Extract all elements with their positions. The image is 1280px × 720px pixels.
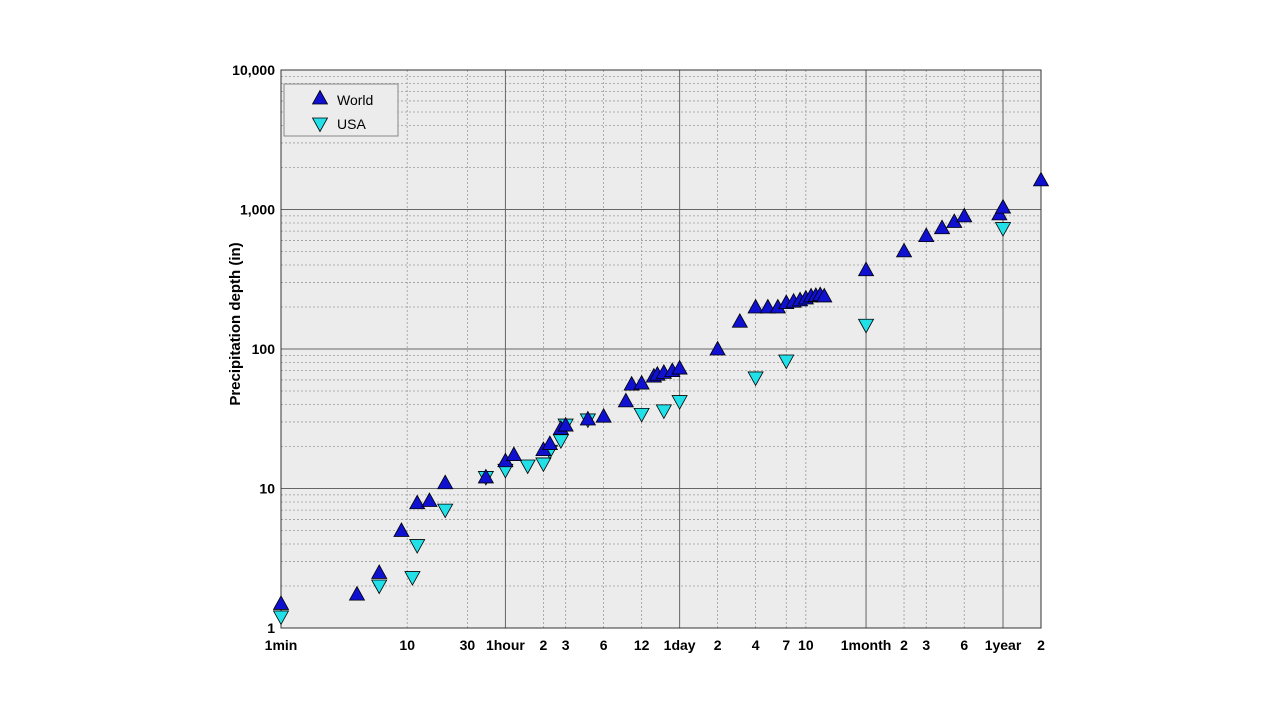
data-point-world bbox=[541, 435, 559, 450]
y-axis-title: Precipitation depth (in) bbox=[227, 242, 244, 405]
y-tick-label: 100 bbox=[252, 341, 276, 357]
data-point-usa bbox=[272, 610, 290, 626]
x-tick-label: 2 bbox=[714, 637, 722, 653]
data-point-world bbox=[956, 207, 973, 223]
data-point-usa bbox=[633, 407, 650, 423]
plot-border bbox=[280, 69, 1042, 629]
legend-usa-label: USA bbox=[337, 116, 366, 132]
x-tick-label: 3 bbox=[922, 637, 930, 653]
x-tick-label: 2 bbox=[900, 637, 908, 653]
x-tick-label: 6 bbox=[960, 637, 968, 653]
data-point-world bbox=[393, 522, 410, 537]
data-point-world bbox=[731, 312, 749, 328]
data-point-world bbox=[933, 219, 951, 235]
legend-box bbox=[283, 83, 399, 137]
data-point-world bbox=[895, 242, 913, 258]
data-point-usa bbox=[552, 434, 570, 450]
data-point-usa bbox=[535, 457, 552, 473]
data-point-world bbox=[759, 298, 777, 314]
legend-world-label: World bbox=[337, 92, 373, 108]
y-tick-label: 10,000 bbox=[232, 62, 275, 78]
data-point-usa bbox=[371, 579, 388, 595]
minor-x-gridlines bbox=[406, 70, 965, 628]
data-point-world bbox=[579, 410, 597, 426]
x-tick-label: 1hour bbox=[486, 637, 525, 653]
data-point-world bbox=[994, 198, 1012, 214]
data-point-usa bbox=[404, 571, 421, 586]
y-tick-label: 1 bbox=[267, 620, 275, 636]
data-point-usa bbox=[778, 354, 795, 370]
data-point-world bbox=[477, 468, 495, 484]
x-tick-label: 30 bbox=[460, 637, 476, 653]
y-tick-labels: 1 10 100 1,000 10,000 bbox=[232, 62, 275, 636]
x-tick-label: 12 bbox=[634, 637, 650, 653]
data-point-world bbox=[1032, 171, 1050, 187]
x-tick-label: 4 bbox=[752, 637, 760, 653]
x-tick-label: 1month bbox=[841, 637, 892, 653]
data-point-world bbox=[348, 585, 366, 601]
major-y-gridlines bbox=[281, 209, 1041, 489]
data-point-usa bbox=[519, 459, 536, 475]
x-tick-label: 1day bbox=[664, 637, 696, 653]
data-point-world bbox=[272, 595, 290, 610]
legend-world-marker bbox=[311, 89, 329, 105]
data-point-world bbox=[816, 287, 833, 303]
data-point-world bbox=[409, 494, 426, 510]
legend: World USA bbox=[283, 83, 399, 137]
data-point-world bbox=[421, 492, 438, 507]
data-point-world bbox=[918, 227, 935, 242]
data-point-usa bbox=[747, 371, 764, 387]
y-tick-label: 1,000 bbox=[240, 202, 275, 218]
major-x-gridlines bbox=[504, 70, 1004, 628]
data-point-usa bbox=[655, 404, 673, 420]
data-point-usa bbox=[437, 503, 454, 519]
series-world bbox=[272, 171, 1050, 610]
data-point-world bbox=[505, 446, 523, 461]
data-point-world bbox=[671, 359, 688, 375]
data-point-usa bbox=[857, 318, 875, 334]
data-point-world bbox=[857, 261, 875, 277]
x-tick-label: 6 bbox=[600, 637, 608, 653]
data-point-world bbox=[595, 407, 612, 423]
data-point-world bbox=[633, 374, 650, 390]
data-point-usa bbox=[409, 539, 426, 554]
x-tick-label: 1year bbox=[985, 637, 1022, 653]
data-point-world bbox=[437, 474, 454, 490]
minor-y-gridlines bbox=[281, 75, 1041, 587]
x-tick-labels: 1min 10 30 1hour 2 3 6 12 1day 2 4 7 10 1month 2 3 6 1yea… bbox=[265, 637, 1045, 653]
x-tick-label: 2 bbox=[540, 637, 548, 653]
x-tick-label: 10 bbox=[798, 637, 814, 653]
data-point-world bbox=[747, 298, 764, 314]
data-point-world bbox=[709, 340, 726, 356]
y-tick-label: 10 bbox=[259, 481, 275, 497]
legend-usa-marker bbox=[311, 117, 329, 133]
x-tick-label: 3 bbox=[562, 637, 570, 653]
data-point-world bbox=[557, 416, 574, 432]
data-point-usa bbox=[994, 222, 1012, 237]
x-tick-label: 10 bbox=[399, 637, 415, 653]
data-point-world bbox=[371, 564, 388, 579]
data-point-world bbox=[617, 392, 635, 408]
x-tick-label: 2 bbox=[1037, 637, 1045, 653]
data-point-usa bbox=[671, 395, 688, 410]
x-tick-label: 1min bbox=[265, 637, 298, 653]
x-tick-label: 7 bbox=[782, 637, 790, 653]
